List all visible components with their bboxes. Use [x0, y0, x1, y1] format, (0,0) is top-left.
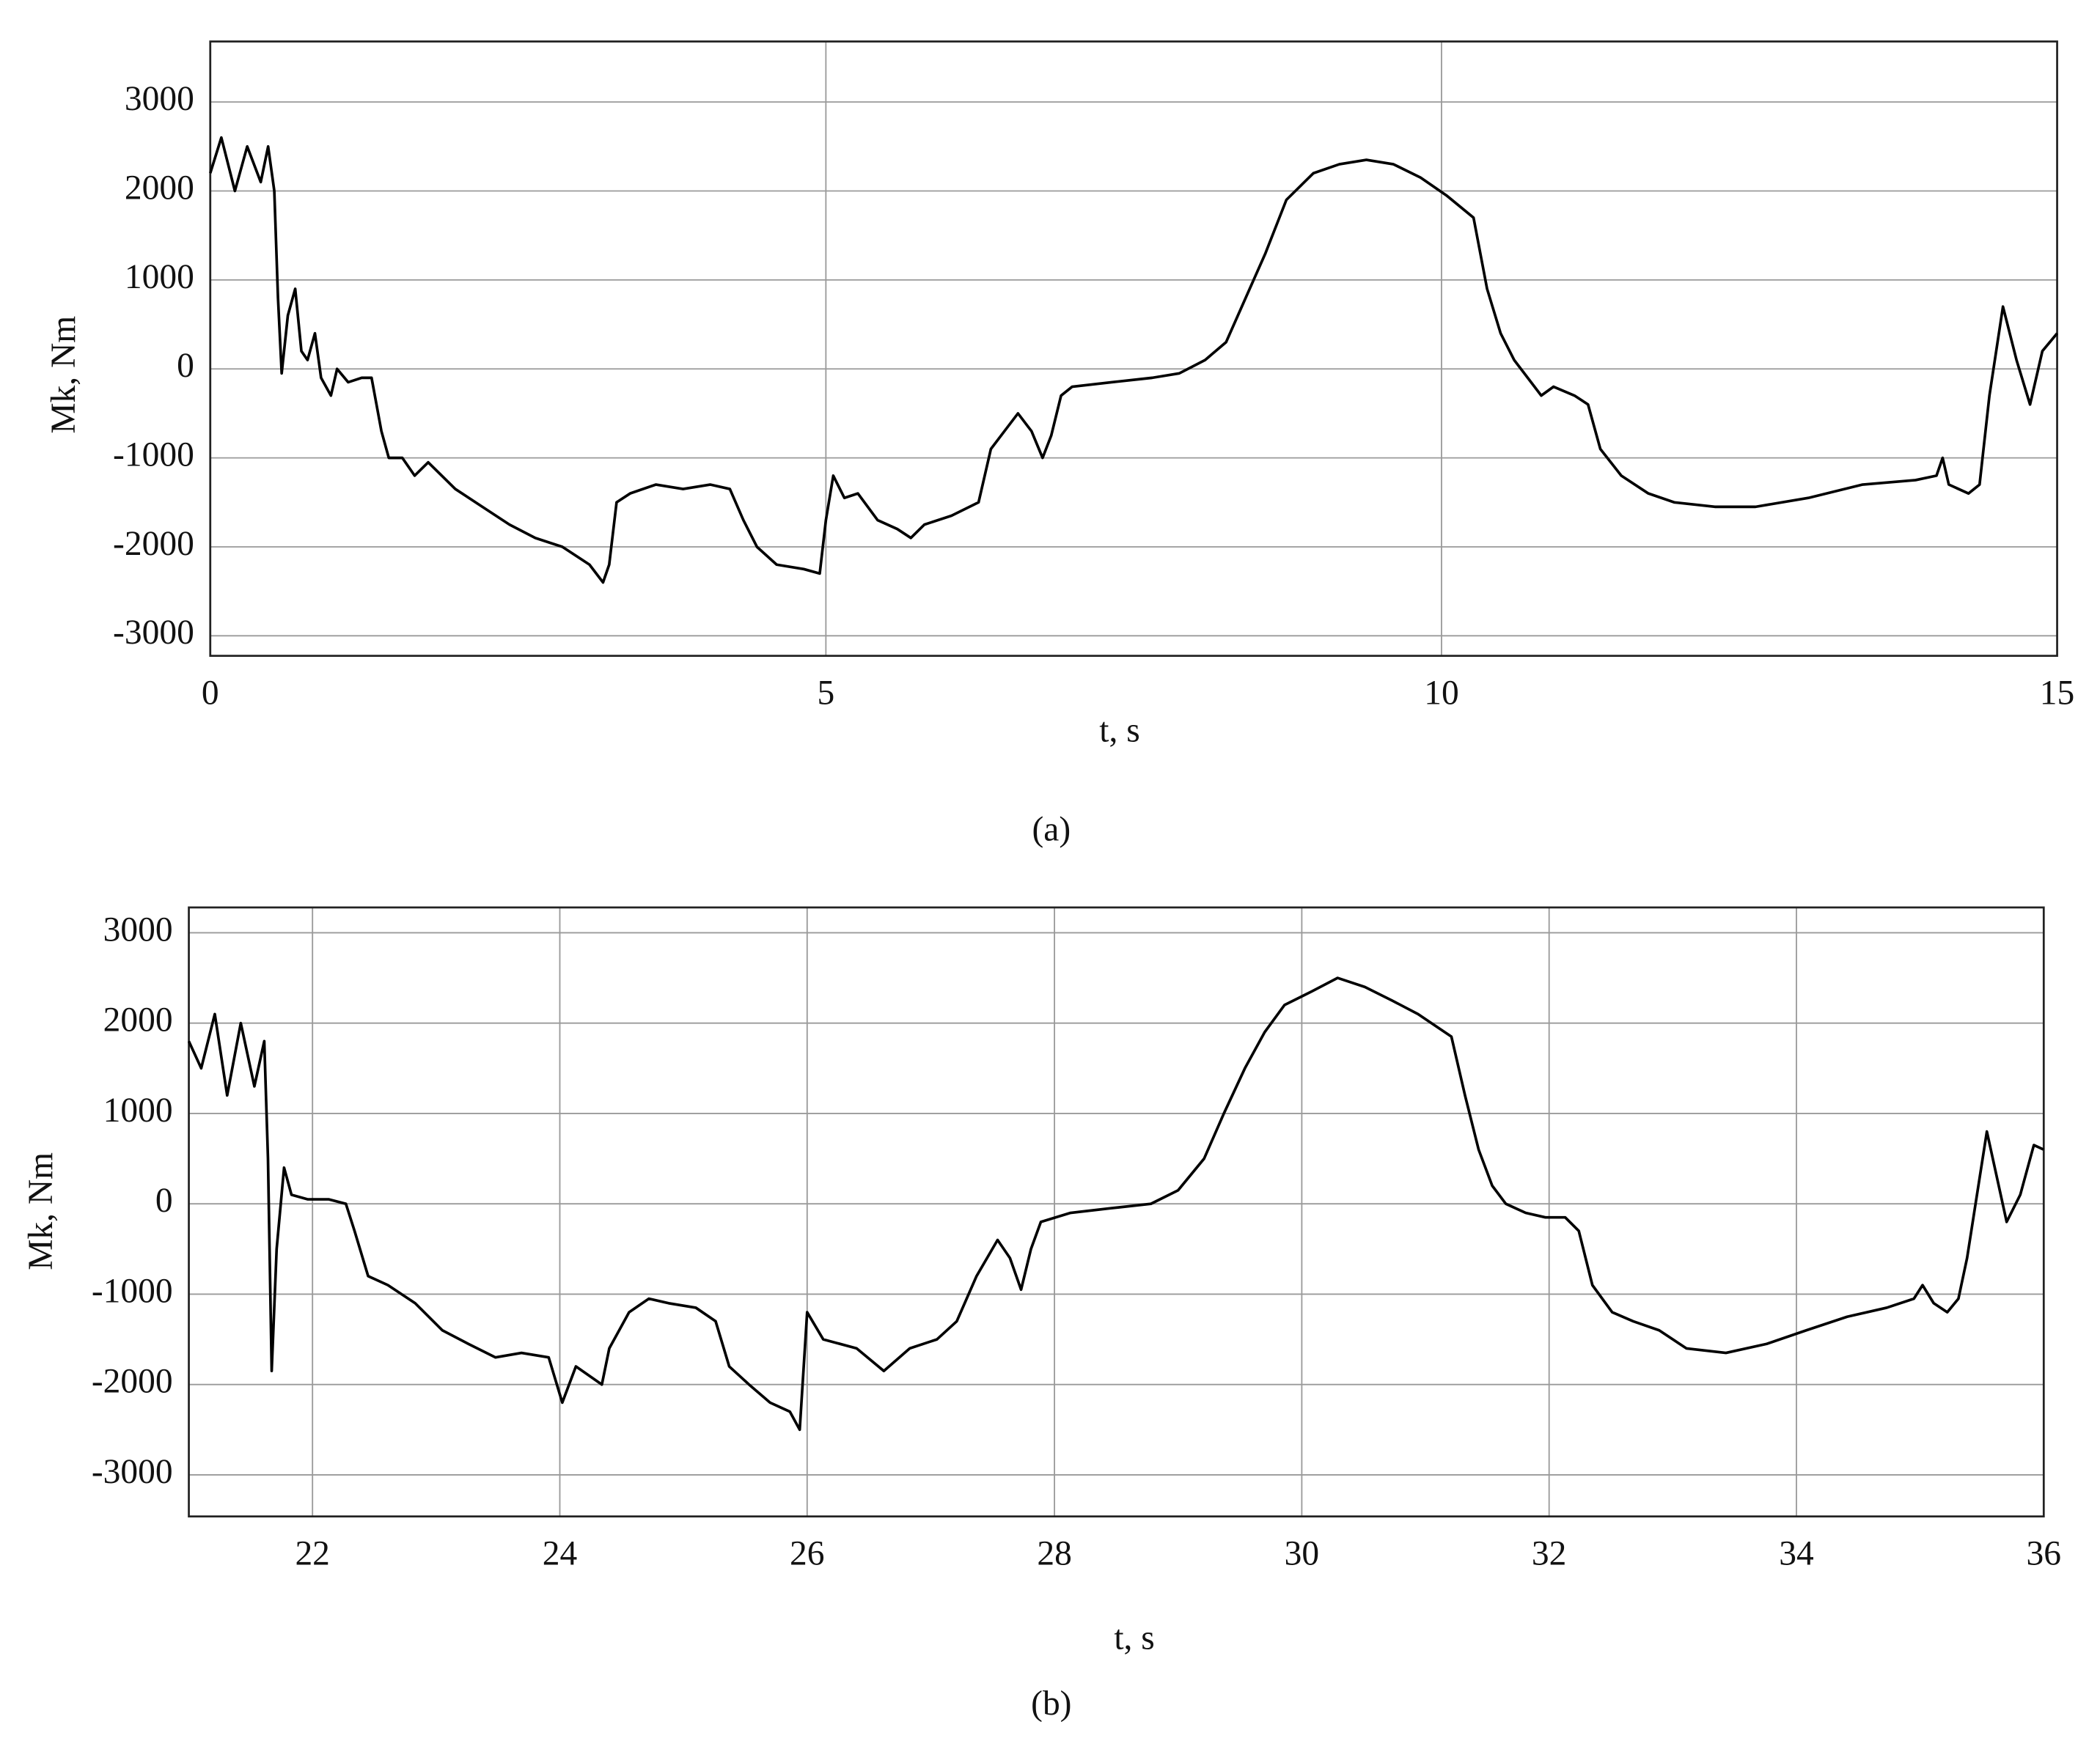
x-tick-label: 34: [1779, 1534, 1813, 1572]
data-line: [209, 136, 2058, 584]
y-tick-label: 0: [155, 1182, 173, 1220]
plot-frame: [188, 906, 2045, 1518]
y-axis-label: Mk, Nm: [45, 316, 83, 434]
x-tick-label: 32: [1532, 1534, 1566, 1572]
y-tick-label: 1000: [125, 258, 194, 296]
caption: (a): [1032, 811, 1071, 849]
data-line: [187, 976, 2045, 1432]
y-tick-label: -1000: [92, 1272, 173, 1310]
y-tick-label: 3000: [103, 910, 173, 949]
x-tick-label: 15: [2040, 674, 2074, 712]
y-tick-label: 1000: [103, 1092, 173, 1130]
x-axis-label: t, s: [1114, 1619, 1154, 1657]
x-tick-label: 10: [1424, 674, 1458, 712]
caption: (b): [1031, 1685, 1071, 1723]
x-tick-label: 22: [295, 1534, 329, 1572]
x-tick-label: 24: [543, 1534, 577, 1572]
y-tick-label: 2000: [103, 1001, 173, 1039]
x-tick-label: 28: [1037, 1534, 1071, 1572]
y-tick-label: 0: [177, 347, 194, 385]
y-tick-label: -1000: [113, 436, 194, 474]
y-tick-label: 2000: [125, 169, 194, 207]
y-tick-label: -2000: [113, 525, 194, 563]
x-tick-label: 5: [817, 674, 834, 712]
x-tick-label: 30: [1285, 1534, 1319, 1572]
y-tick-label: -3000: [92, 1453, 173, 1491]
y-tick-label: -2000: [92, 1363, 173, 1401]
y-tick-label: -3000: [113, 614, 194, 652]
x-tick-label: 0: [202, 674, 219, 712]
y-tick-label: 3000: [125, 80, 194, 118]
x-tick-label: 36: [2027, 1534, 2061, 1572]
x-axis-label: t, s: [1099, 711, 1139, 749]
plot-frame: [209, 40, 2058, 658]
y-axis-label: Mk, Nm: [22, 1152, 60, 1270]
x-tick-label: 26: [790, 1534, 824, 1572]
